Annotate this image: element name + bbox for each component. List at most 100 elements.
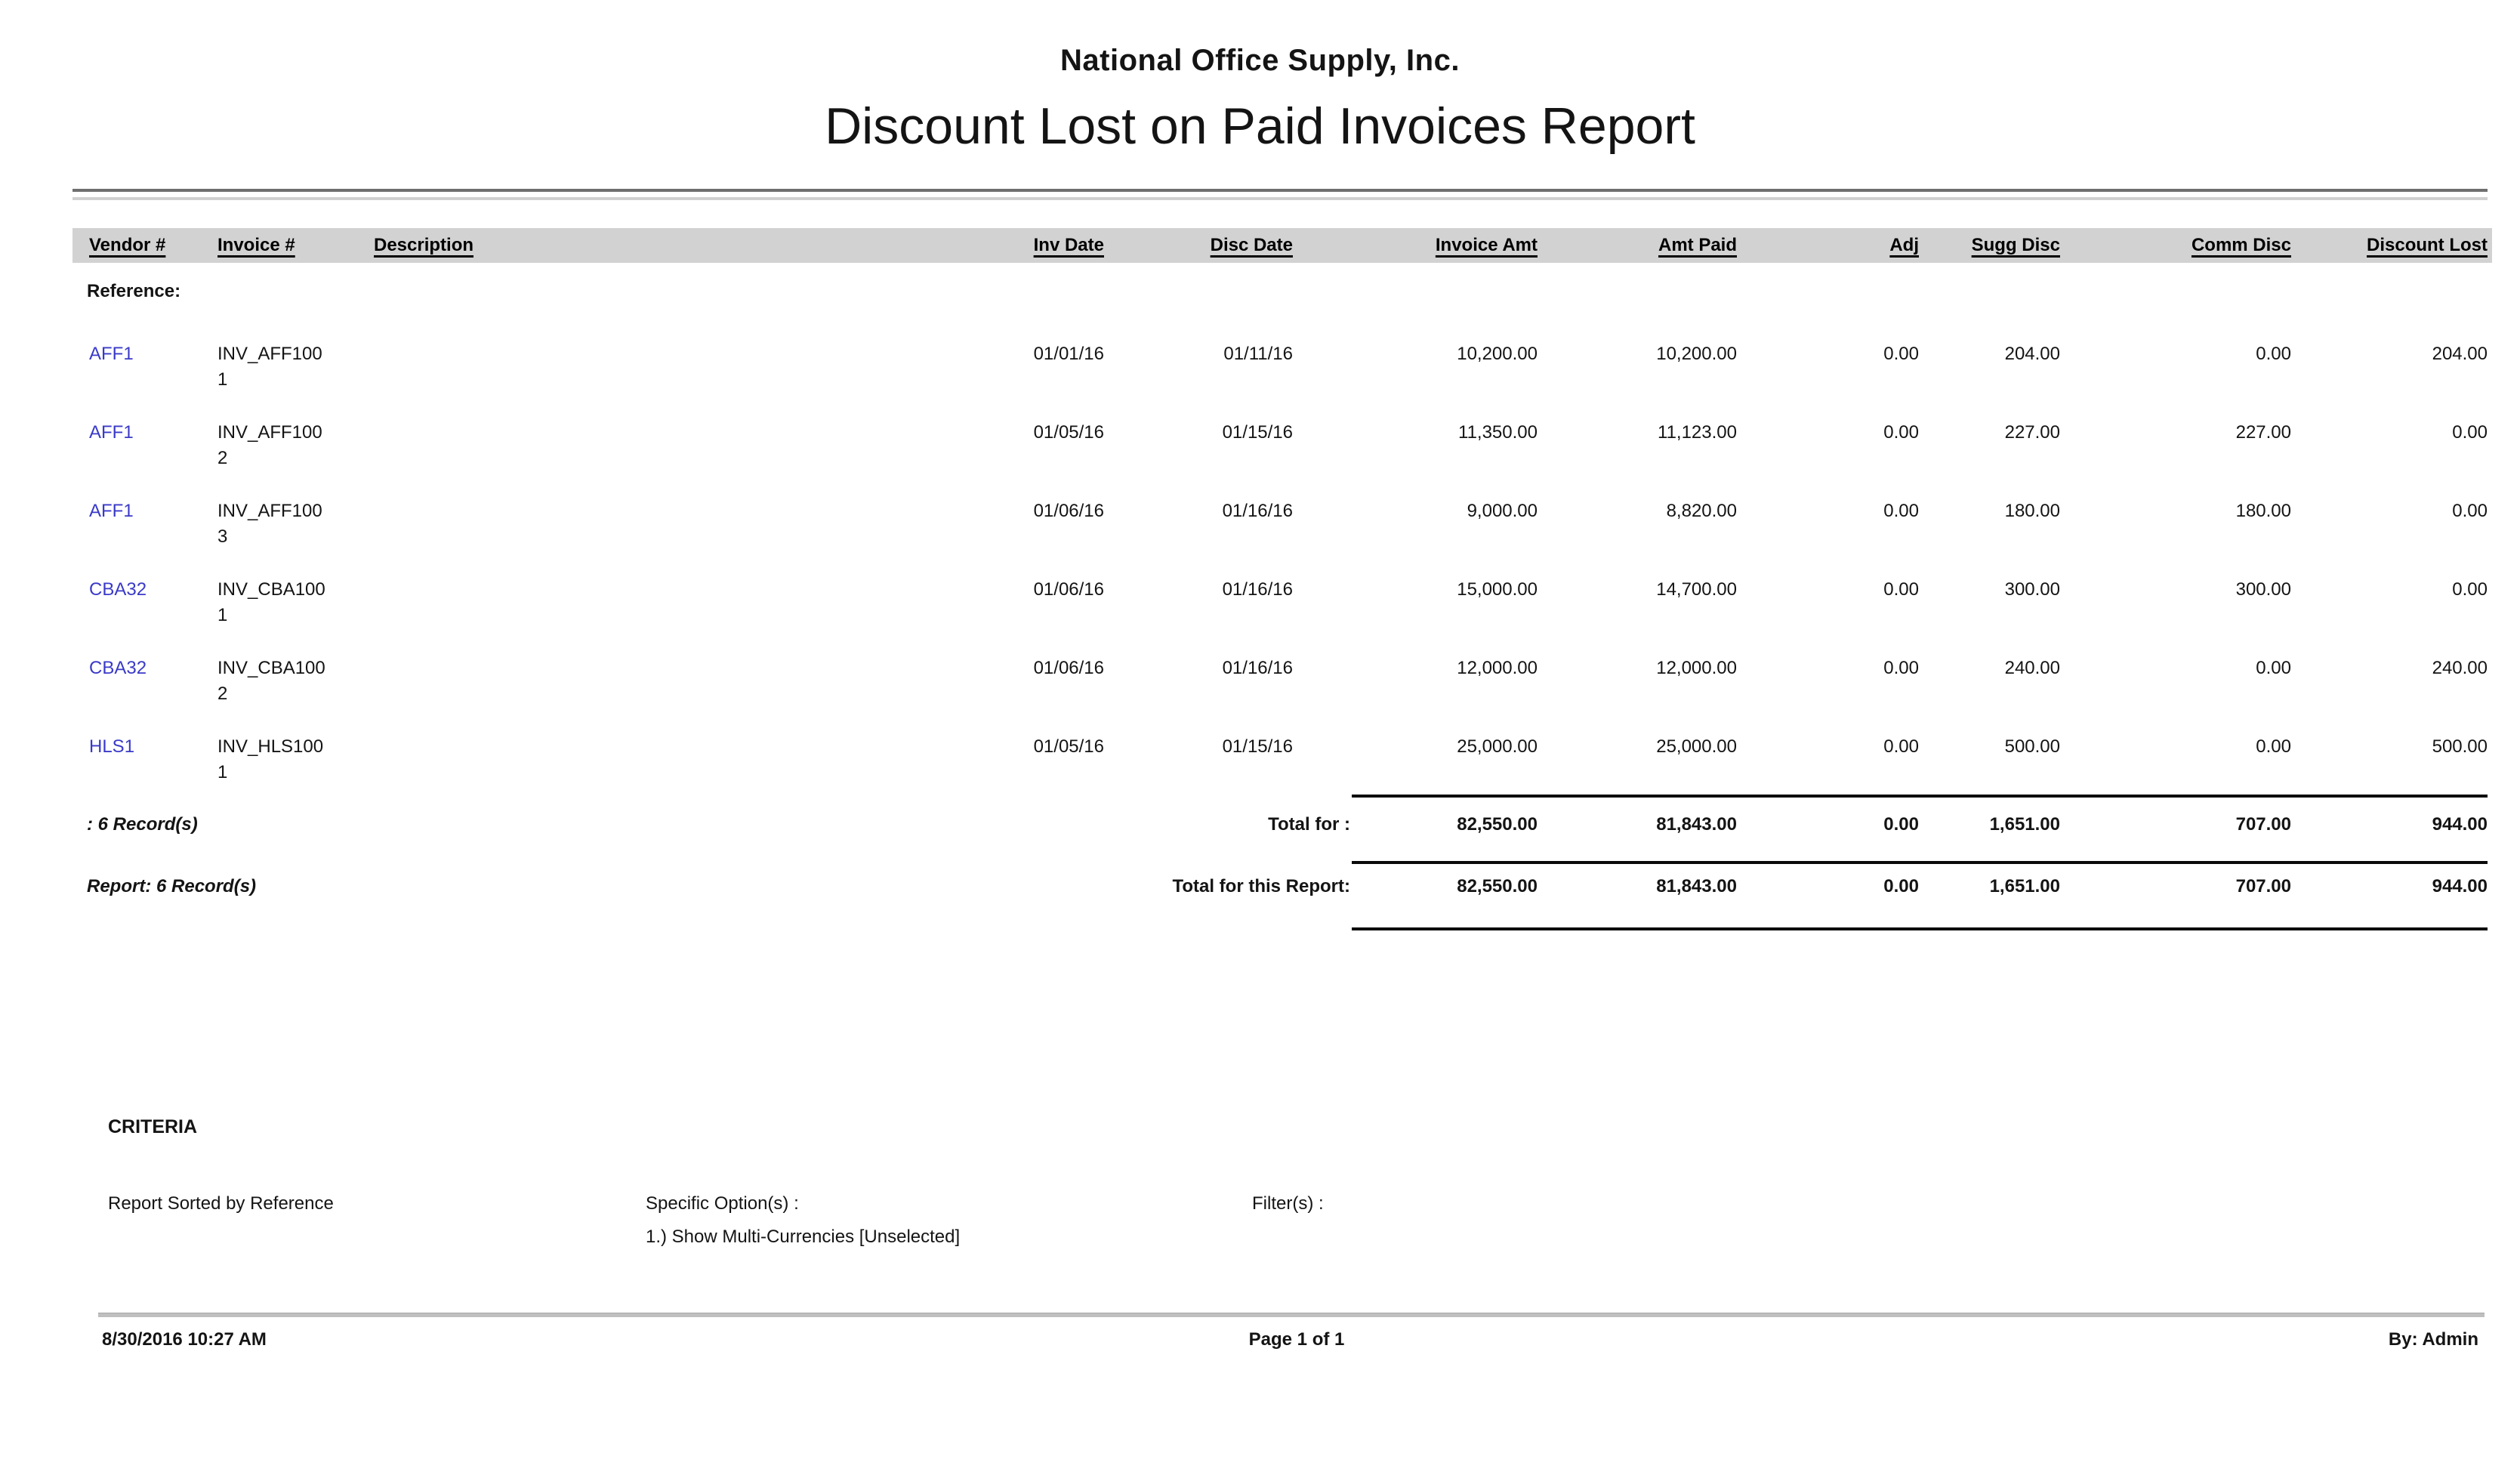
criteria-sort-order: Report Sorted by Reference: [108, 1193, 334, 1214]
table-row: AFF1 INV_AFF100 1 01/01/16 01/11/16 10,2…: [72, 341, 2488, 420]
vendor-link[interactable]: AFF1: [89, 422, 134, 443]
discount-lost-cell: 240.00: [2432, 658, 2488, 678]
adj-cell: 0.00: [1883, 501, 1919, 521]
footer-separator-line: [98, 1313, 2485, 1317]
inv-date-cell: 01/06/16: [1033, 501, 1104, 521]
invoice-number: INV_AFF100 1: [217, 344, 322, 390]
discount-lost-cell: 0.00: [2452, 579, 2488, 600]
table-row: HLS1 INV_HLS100 1 01/05/16 01/15/16 25,0…: [72, 734, 2488, 813]
column-header-inv-date: Inv Date: [1033, 235, 1104, 255]
invoice-number: INV_AFF100 2: [217, 422, 322, 468]
group-header-reference: Reference:: [87, 281, 181, 301]
adj-cell: 0.00: [1883, 736, 1919, 757]
disc-date-cell: 01/16/16: [1222, 579, 1293, 600]
column-header-disc-date: Disc Date: [1210, 235, 1293, 255]
discount-lost-cell: 0.00: [2452, 422, 2488, 443]
invoice-number: INV_AFF100 3: [217, 501, 322, 547]
discount-lost-cell: 204.00: [2432, 344, 2488, 364]
table-row: CBA32 INV_CBA100 2 01/06/16 01/16/16 12,…: [72, 656, 2488, 734]
table-row: AFF1 INV_AFF100 2 01/05/16 01/15/16 11,3…: [72, 420, 2488, 498]
column-header-discount-lost: Discount Lost: [2367, 235, 2488, 255]
report-total-comm-disc: 707.00: [2235, 876, 2291, 896]
sugg-disc-cell: 204.00: [2004, 344, 2060, 364]
column-header-adj: Adj: [1889, 235, 1919, 255]
comm-disc-cell: 0.00: [2256, 344, 2291, 364]
column-header-description: Description: [374, 235, 474, 255]
group-total-sugg-disc: 1,651.00: [1989, 814, 2060, 835]
footer-page-number: Page 1 of 1: [1248, 1329, 1345, 1350]
table-header-row: Vendor # Invoice # Description Inv Date …: [72, 228, 2488, 263]
group-record-count: : 6 Record(s): [87, 814, 198, 835]
criteria-option-item: 1.) Show Multi-Currencies [Unselected]: [646, 1227, 961, 1247]
amt-paid-cell: 25,000.00: [1656, 736, 1737, 757]
table-row: AFF1 INV_AFF100 3 01/06/16 01/16/16 9,00…: [72, 498, 2488, 577]
adj-cell: 0.00: [1883, 422, 1919, 443]
sugg-disc-cell: 500.00: [2004, 736, 2060, 757]
report-total-invoice-amt: 82,550.00: [1457, 876, 1538, 896]
title-separator-dark: [72, 189, 2488, 192]
group-total-amt-paid: 81,843.00: [1656, 814, 1737, 835]
amt-paid-cell: 11,123.00: [1658, 422, 1737, 443]
discount-lost-cell: 0.00: [2452, 501, 2488, 521]
title-separator-light: [72, 197, 2488, 200]
group-total-values: 82,550.00 81,843.00 0.00 1,651.00 707.00…: [1293, 814, 2488, 835]
report-record-count: Report: 6 Record(s): [87, 876, 257, 896]
vendor-link[interactable]: HLS1: [89, 736, 135, 757]
disc-date-cell: 01/16/16: [1222, 501, 1293, 521]
report-total-sugg-disc: 1,651.00: [1989, 876, 2060, 896]
report-title: Discount Lost on Paid Invoices Report: [825, 97, 1695, 155]
column-header-sugg-disc: Sugg Disc: [1971, 235, 2060, 255]
report-total-adj: 0.00: [1883, 876, 1919, 896]
comm-disc-cell: 300.00: [2235, 579, 2291, 600]
disc-date-cell: 01/15/16: [1222, 422, 1293, 443]
invoice-number: INV_CBA100 1: [217, 579, 325, 625]
column-header-vendor: Vendor #: [89, 235, 166, 255]
adj-cell: 0.00: [1883, 579, 1919, 600]
inv-date-cell: 01/06/16: [1033, 658, 1104, 678]
report-total-discount-lost: 944.00: [2432, 876, 2488, 896]
invoice-amt-cell: 15,000.00: [1457, 579, 1538, 600]
report-total-top-line: [1352, 861, 2488, 864]
report-total-bottom-line: [1352, 927, 2488, 930]
invoice-amt-cell: 25,000.00: [1457, 736, 1538, 757]
comm-disc-cell: 227.00: [2235, 422, 2291, 443]
adj-cell: 0.00: [1883, 344, 1919, 364]
inv-date-cell: 01/05/16: [1033, 422, 1104, 443]
company-name: National Office Supply, Inc.: [1060, 44, 1460, 77]
disc-date-cell: 01/11/16: [1223, 344, 1293, 364]
disc-date-cell: 01/16/16: [1222, 658, 1293, 678]
report-total-amt-paid: 81,843.00: [1656, 876, 1737, 896]
amt-paid-cell: 8,820.00: [1666, 501, 1737, 521]
vendor-link[interactable]: CBA32: [89, 579, 147, 600]
invoice-amt-cell: 10,200.00: [1457, 344, 1538, 364]
inv-date-cell: 01/06/16: [1033, 579, 1104, 600]
amt-paid-cell: 12,000.00: [1656, 658, 1737, 678]
vendor-link[interactable]: AFF1: [89, 344, 134, 364]
inv-date-cell: 01/01/16: [1033, 344, 1104, 364]
vendor-link[interactable]: CBA32: [89, 658, 147, 678]
column-header-invoice: Invoice #: [217, 235, 295, 255]
criteria-options-label: Specific Option(s) :: [646, 1193, 799, 1214]
criteria-heading: CRITERIA: [108, 1116, 198, 1137]
invoice-amt-cell: 11,350.00: [1458, 422, 1538, 443]
sugg-disc-cell: 240.00: [2004, 658, 2060, 678]
inv-date-cell: 01/05/16: [1033, 736, 1104, 757]
invoice-amt-cell: 12,000.00: [1457, 658, 1538, 678]
group-total-comm-disc: 707.00: [2235, 814, 2291, 835]
amt-paid-cell: 14,700.00: [1656, 579, 1737, 600]
column-header-amt-paid: Amt Paid: [1658, 235, 1737, 255]
adj-cell: 0.00: [1883, 658, 1919, 678]
report-total-values: 82,550.00 81,843.00 0.00 1,651.00 707.00…: [1293, 876, 2488, 897]
invoice-number: INV_HLS100 1: [217, 736, 324, 782]
group-total-label: Total for :: [1268, 814, 1350, 835]
sugg-disc-cell: 300.00: [2004, 579, 2060, 600]
comm-disc-cell: 0.00: [2256, 658, 2291, 678]
column-header-invoice-amt: Invoice Amt: [1435, 235, 1538, 255]
invoice-number: INV_CBA100 2: [217, 658, 325, 704]
vendor-link[interactable]: AFF1: [89, 501, 134, 521]
disc-date-cell: 01/15/16: [1222, 736, 1293, 757]
amt-paid-cell: 10,200.00: [1656, 344, 1737, 364]
group-total-adj: 0.00: [1883, 814, 1919, 835]
footer-user: By: Admin: [2388, 1329, 2478, 1350]
